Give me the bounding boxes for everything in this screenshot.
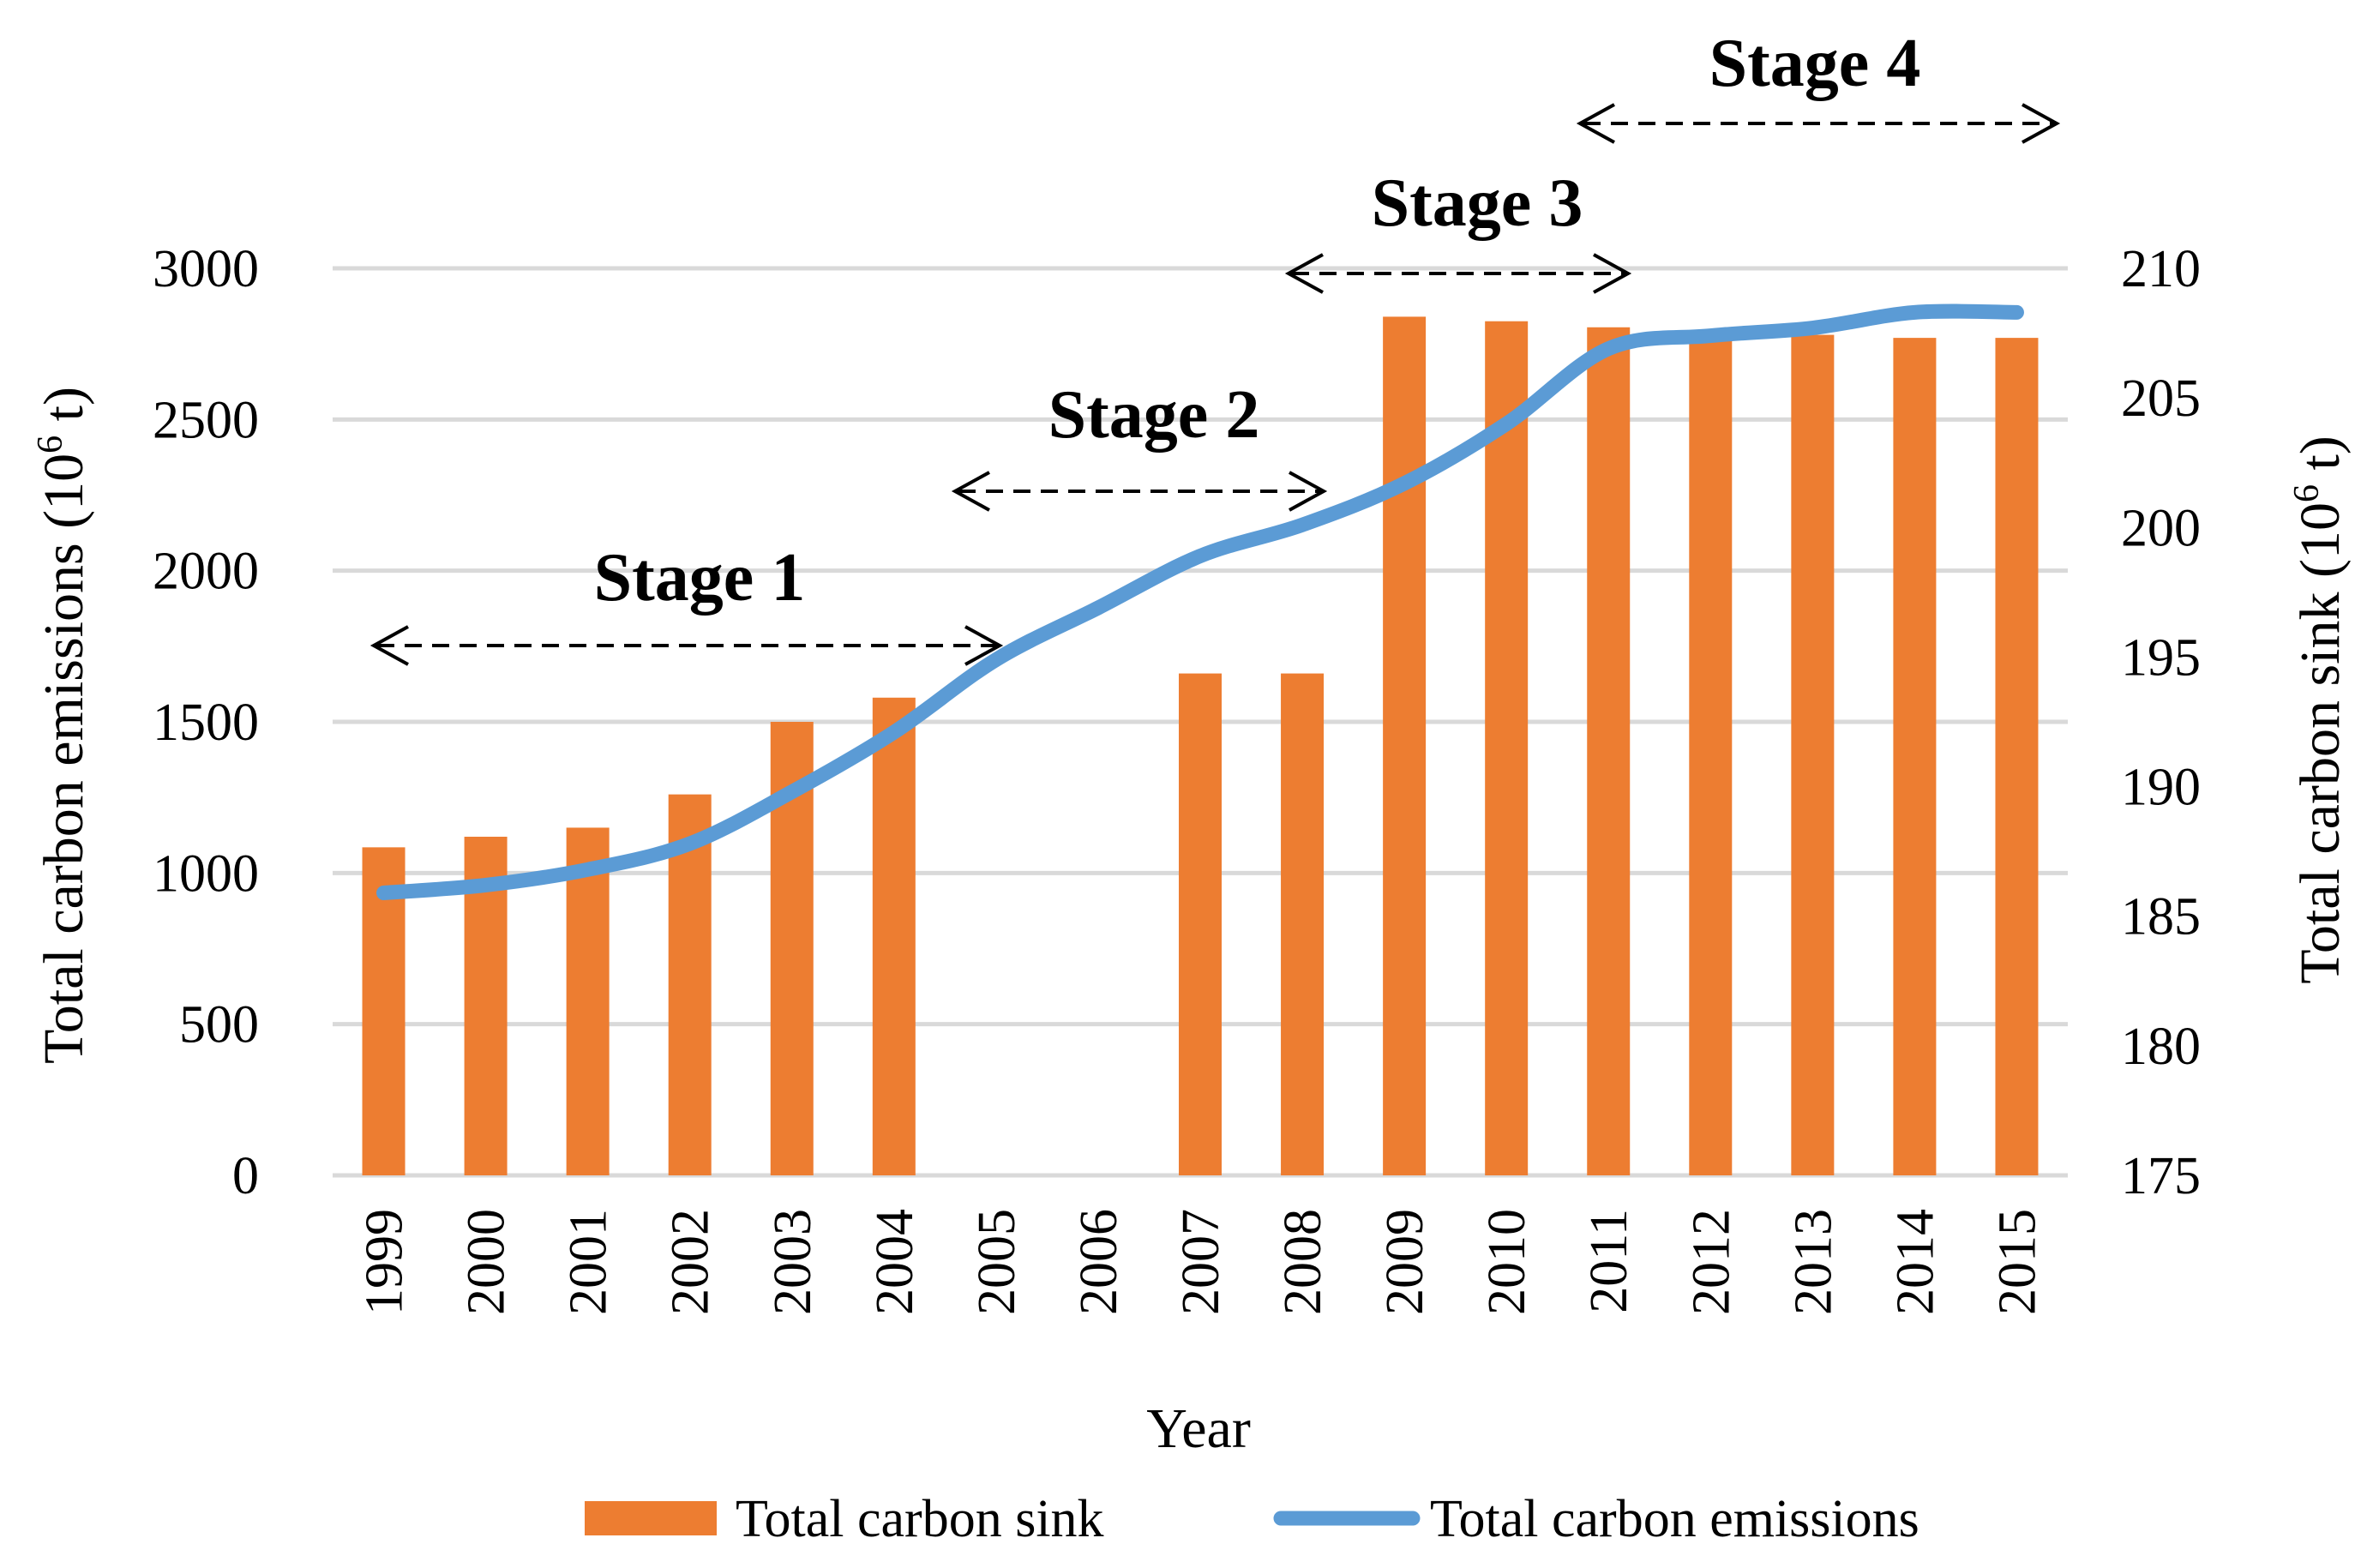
y-right-tick-label: 175	[2121, 1147, 2201, 1205]
y-right-tick-label: 200	[2121, 499, 2201, 557]
y-left-tick-label: 500	[179, 996, 259, 1054]
stage-arrow-head-left	[1284, 253, 1324, 294]
stage-arrow-head-right	[1593, 253, 1632, 294]
stage-label: Stage 2	[1048, 377, 1260, 453]
stage-label: Stage 4	[1709, 26, 1921, 101]
sink-bars	[362, 316, 2039, 1176]
stage-arrow-head-right	[1289, 471, 1328, 512]
x-tick-label: 2000	[458, 1209, 516, 1315]
line-total-carbon-emissions	[376, 303, 2024, 901]
x-tick-label: 2001	[560, 1209, 618, 1315]
x-tick-label: 2014	[1886, 1209, 1944, 1315]
x-tick-label: 2012	[1682, 1209, 1740, 1315]
y-right-tick-label: 185	[2121, 888, 2201, 946]
y-axis-right-label: Total carbon sink (106 t)	[2287, 436, 2352, 984]
bar-total-carbon-sink	[1791, 334, 1835, 1175]
stage-arrow-head-left	[1576, 103, 1615, 144]
y-right-tick-label: 210	[2121, 240, 2201, 298]
x-tick-label: 2013	[1784, 1209, 1842, 1315]
emissions-line-group	[376, 303, 2024, 901]
bar-total-carbon-sink	[1485, 321, 1529, 1175]
bar-total-carbon-sink	[566, 827, 610, 1175]
legend-label-sink: Total carbon sink	[736, 1490, 1104, 1548]
x-tick-label: 2002	[662, 1209, 720, 1315]
stage-3-annotation: Stage 3	[1284, 165, 1632, 294]
bar-total-carbon-sink	[1995, 338, 2039, 1175]
y-right-tick-label: 205	[2121, 369, 2201, 428]
stage-1-annotation: Stage 1	[369, 540, 1004, 666]
x-tick-label: 2008	[1274, 1209, 1332, 1315]
bar-total-carbon-sink	[1587, 327, 1631, 1175]
x-tick-label: 2005	[968, 1209, 1026, 1315]
stage-2-annotation: Stage 2	[951, 377, 1328, 512]
y-left-tick-label: 0	[232, 1147, 259, 1205]
x-tick-label: 2009	[1376, 1209, 1434, 1315]
bar-total-carbon-sink	[1281, 673, 1325, 1175]
stage-arrow-head-left	[951, 471, 990, 512]
bar-total-carbon-sink	[872, 697, 916, 1175]
bar-total-carbon-sink	[668, 794, 712, 1175]
y-axis-left-label: Total carbon emissions (106 t)	[31, 387, 95, 1064]
legend-swatch-sink	[585, 1501, 717, 1535]
y-left-tick-label: 1000	[153, 844, 259, 903]
bar-total-carbon-sink	[1179, 673, 1222, 1175]
stage-label: Stage 3	[1372, 165, 1583, 241]
bar-total-carbon-sink	[362, 847, 406, 1175]
legend: Total carbon sink Total carbon emissions	[585, 1490, 1919, 1548]
stage-arrow-head-left	[369, 625, 409, 666]
y-right-tick-label: 180	[2121, 1018, 2201, 1076]
y-right-tick-label: 195	[2121, 628, 2201, 687]
x-tick-label: 2006	[1070, 1209, 1128, 1315]
tick-labels: 0 500 1000 1500 2000 2500 3000 175 180 185 190 195 2…	[153, 240, 2201, 1315]
x-tick-label: 1999	[356, 1209, 414, 1315]
x-tick-label: 2015	[1988, 1209, 2046, 1315]
stage-4-annotation: Stage 4	[1576, 26, 2061, 144]
bar-total-carbon-sink	[1689, 334, 1733, 1175]
y-left-tick-label: 2500	[153, 391, 259, 449]
stage-annotations: Stage 1 Stage 2 Stage 3 Stage 4	[369, 26, 2061, 666]
bar-total-carbon-sink	[1383, 316, 1427, 1176]
x-tick-label: 2003	[764, 1209, 822, 1315]
y-left-tick-label: 1500	[153, 694, 259, 752]
x-axis-label: Year	[1146, 1397, 1251, 1460]
legend-label-emissions: Total carbon emissions	[1430, 1490, 1919, 1548]
stage-arrow-head-right	[2022, 103, 2061, 144]
stage-label: Stage 1	[594, 540, 806, 616]
x-tick-label: 2011	[1580, 1209, 1638, 1313]
bar-total-carbon-sink	[1893, 338, 1937, 1175]
x-tick-label: 2004	[866, 1209, 924, 1315]
y-left-tick-label: 2000	[153, 543, 259, 601]
stage-arrow-head-right	[964, 625, 1004, 666]
y-left-tick-label: 3000	[153, 240, 259, 298]
x-tick-label: 2010	[1478, 1209, 1536, 1315]
x-tick-label: 2007	[1172, 1209, 1230, 1315]
y-right-tick-label: 190	[2121, 759, 2201, 817]
